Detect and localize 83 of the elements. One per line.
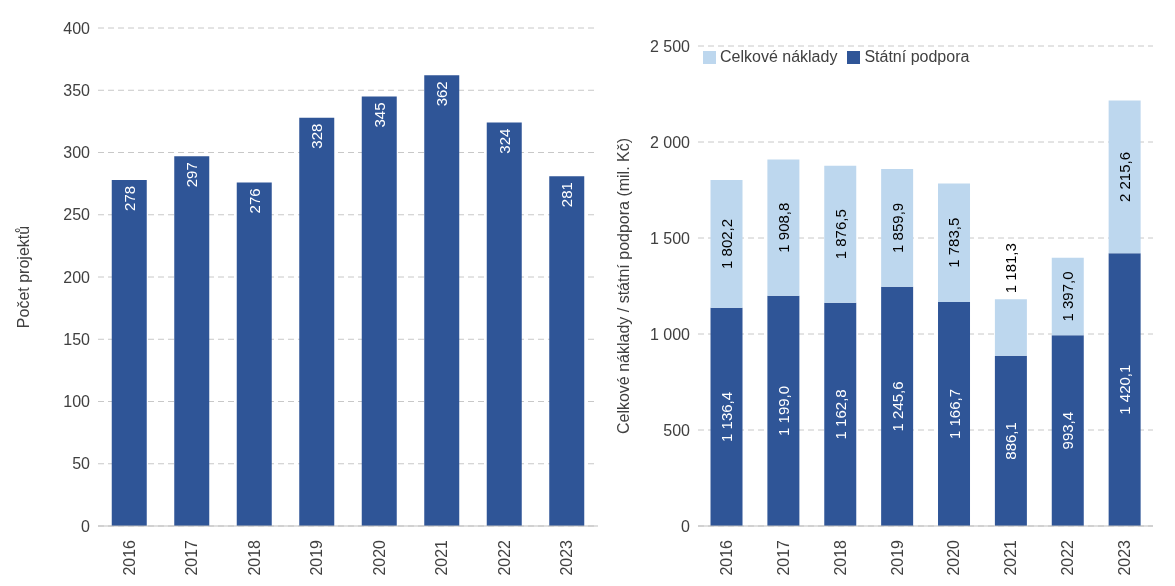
y-tick-label: 500 bbox=[663, 421, 691, 439]
bar bbox=[767, 295, 800, 526]
x-tick-label: 2021 bbox=[1002, 539, 1020, 576]
y-tick-label: 1 500 bbox=[649, 229, 691, 247]
x-tick-label: 2018 bbox=[245, 539, 263, 576]
x-tick-label: 2016 bbox=[717, 539, 735, 576]
y-tick-label: 300 bbox=[63, 144, 91, 162]
bar bbox=[938, 183, 971, 302]
bar bbox=[549, 176, 585, 526]
bar bbox=[767, 159, 800, 296]
bar bbox=[710, 307, 743, 526]
data-label: 297 bbox=[183, 162, 201, 188]
bar bbox=[424, 75, 460, 526]
data-label: 1 136,4 bbox=[718, 391, 736, 442]
x-tick-label: 2017 bbox=[183, 539, 201, 576]
bar bbox=[881, 168, 914, 287]
data-label: 362 bbox=[433, 81, 451, 107]
total-label: 1 783,5 bbox=[945, 217, 963, 268]
x-tick-label: 2019 bbox=[308, 539, 326, 576]
x-tick-label: 2016 bbox=[120, 539, 138, 576]
data-label: 993,4 bbox=[1059, 411, 1077, 450]
bar bbox=[881, 286, 914, 526]
data-label: 278 bbox=[120, 185, 138, 211]
bar bbox=[111, 179, 147, 526]
y-tick-label: 2 000 bbox=[649, 133, 691, 151]
y-tick-label: 1 000 bbox=[649, 325, 691, 343]
total-label: 1 908,8 bbox=[774, 202, 792, 253]
x-tick-label: 2021 bbox=[433, 539, 451, 576]
y-axis-title: Celkové náklady / státní podpora (mil. Kč) bbox=[614, 137, 632, 435]
data-label: 328 bbox=[308, 123, 326, 149]
data-label: 1 162,8 bbox=[831, 389, 849, 440]
data-label: 281 bbox=[558, 182, 576, 208]
bar bbox=[486, 122, 522, 526]
y-tick-label: 400 bbox=[63, 19, 91, 37]
bar bbox=[994, 299, 1027, 356]
y-axis-title: Počet projektů bbox=[14, 225, 32, 329]
bar bbox=[994, 355, 1027, 526]
y-tick-label: 200 bbox=[63, 268, 91, 286]
bar bbox=[1108, 100, 1141, 254]
total-label: 1 181,3 bbox=[1002, 243, 1020, 294]
data-label: 324 bbox=[495, 128, 513, 154]
bar bbox=[1108, 253, 1141, 526]
bar bbox=[1051, 257, 1084, 336]
x-tick-label: 2019 bbox=[888, 539, 906, 576]
data-label: 1 199,0 bbox=[774, 385, 792, 436]
y-tick-label: 350 bbox=[63, 81, 91, 99]
x-tick-label: 2020 bbox=[370, 539, 388, 576]
data-label: 1 166,7 bbox=[945, 388, 963, 440]
total-label: 1 397,0 bbox=[1059, 271, 1077, 322]
legend-label: Celkové náklady bbox=[720, 48, 838, 65]
total-label: 1 859,9 bbox=[888, 202, 906, 253]
legend-label: Státní podpora bbox=[864, 48, 970, 65]
x-tick-label: 2020 bbox=[945, 539, 963, 576]
bar bbox=[824, 302, 857, 526]
x-tick-label: 2017 bbox=[774, 539, 792, 576]
bar bbox=[710, 179, 743, 308]
x-tick-label: 2018 bbox=[831, 539, 849, 576]
y-tick-label: 0 bbox=[81, 517, 91, 535]
total-label: 2 215,6 bbox=[1116, 151, 1134, 202]
bar bbox=[174, 156, 210, 526]
data-label: 1 245,6 bbox=[888, 381, 906, 432]
y-tick-label: 2 500 bbox=[649, 37, 691, 55]
data-label: 276 bbox=[245, 188, 263, 214]
data-label: 345 bbox=[370, 102, 388, 128]
bar bbox=[299, 117, 335, 526]
bar bbox=[236, 182, 272, 526]
y-tick-label: 150 bbox=[63, 330, 91, 348]
bar bbox=[1051, 335, 1084, 526]
bar bbox=[824, 165, 857, 303]
x-tick-label: 2023 bbox=[558, 539, 576, 576]
x-tick-label: 2022 bbox=[1059, 539, 1077, 576]
y-tick-label: 100 bbox=[63, 393, 91, 411]
y-tick-label: 250 bbox=[63, 206, 91, 224]
x-tick-label: 2022 bbox=[495, 539, 513, 576]
data-label: 1 420,1 bbox=[1116, 364, 1134, 415]
y-tick-label: 0 bbox=[681, 517, 691, 535]
y-tick-label: 50 bbox=[72, 455, 91, 473]
data-label: 886,1 bbox=[1002, 422, 1020, 460]
total-label: 1 802,2 bbox=[718, 218, 736, 269]
total-label: 1 876,5 bbox=[831, 209, 849, 260]
x-tick-label: 2023 bbox=[1116, 539, 1134, 576]
bar bbox=[361, 96, 397, 526]
bar bbox=[938, 301, 971, 526]
